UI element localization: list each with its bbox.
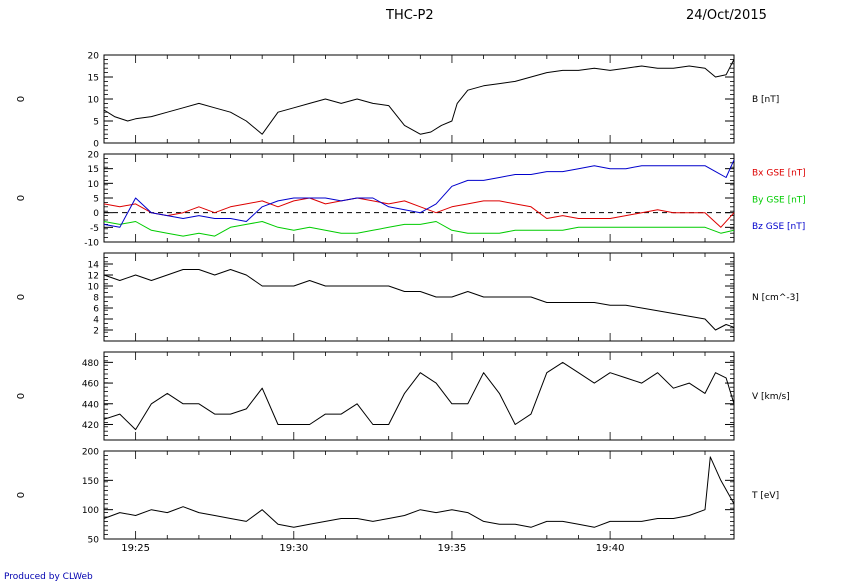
y-tick-label: 10 (88, 96, 100, 106)
y-tick-label: 15 (88, 165, 99, 175)
x-tick-label: 19:40 (596, 543, 625, 554)
panel-side-label: 0 (16, 393, 27, 399)
y-tick-label: 480 (82, 359, 99, 369)
x-tick-label: 19:25 (121, 543, 150, 554)
y-tick-label: 5 (93, 195, 99, 205)
legend-label: N [cm^-3] (752, 293, 799, 303)
legend-label: B [nT] (752, 95, 779, 105)
chart-date: 24/Oct/2015 (686, 8, 767, 23)
series-line (103, 456, 735, 528)
panel-side-label: 0 (16, 294, 27, 300)
y-tick-label: 200 (82, 448, 99, 458)
y-tick-label: -5 (90, 224, 99, 234)
panel-frame (103, 351, 735, 441)
y-tick-label: 0 (93, 140, 99, 150)
y-tick-label: 12 (88, 272, 99, 282)
series-line (103, 159, 735, 228)
y-tick-label: 460 (82, 380, 99, 390)
y-tick-label: 6 (93, 305, 99, 315)
y-tick-label: 5 (93, 118, 99, 128)
panel-frame (103, 153, 735, 243)
legend-label: T [eV] (751, 491, 779, 501)
y-tick-label: 100 (82, 506, 99, 516)
legend-label: Bx GSE [nT] (752, 169, 806, 179)
chart-title: THC-P2 (386, 8, 434, 23)
panel-frame (103, 252, 735, 342)
y-tick-label: 8 (93, 294, 99, 304)
y-tick-label: 20 (88, 151, 100, 161)
y-tick-label: 10 (88, 283, 100, 293)
y-tick-label: 4 (93, 316, 99, 326)
y-tick-label: 10 (88, 180, 100, 190)
series-line (103, 197, 735, 228)
series-line (103, 361, 735, 431)
series-line (103, 221, 735, 237)
y-tick-label: 420 (82, 421, 99, 431)
panel-frame (103, 54, 735, 144)
y-tick-label: 15 (88, 74, 99, 84)
panel-side-label: 0 (16, 195, 27, 201)
series-line (103, 269, 735, 331)
y-tick-label: 50 (88, 536, 100, 546)
y-tick-label: 14 (88, 261, 100, 271)
x-tick-label: 19:35 (438, 543, 467, 554)
produced-by-credit: Produced by CLWeb (4, 572, 93, 582)
panel-frame (103, 450, 735, 540)
y-tick-label: 20 (88, 52, 100, 62)
panel-side-label: 0 (16, 96, 27, 102)
x-tick-label: 19:30 (279, 543, 308, 554)
legend-label: Bz GSE [nT] (752, 222, 805, 232)
y-tick-label: 440 (82, 400, 99, 410)
panel-side-label: 0 (16, 492, 27, 498)
y-tick-label: 2 (93, 327, 99, 337)
y-tick-label: 150 (82, 477, 99, 487)
y-tick-label: -10 (84, 239, 99, 249)
legend-label: By GSE [nT] (752, 195, 806, 205)
legend-label: V [km/s] (752, 392, 790, 402)
y-tick-label: 0 (93, 209, 99, 219)
series-line (103, 59, 735, 135)
